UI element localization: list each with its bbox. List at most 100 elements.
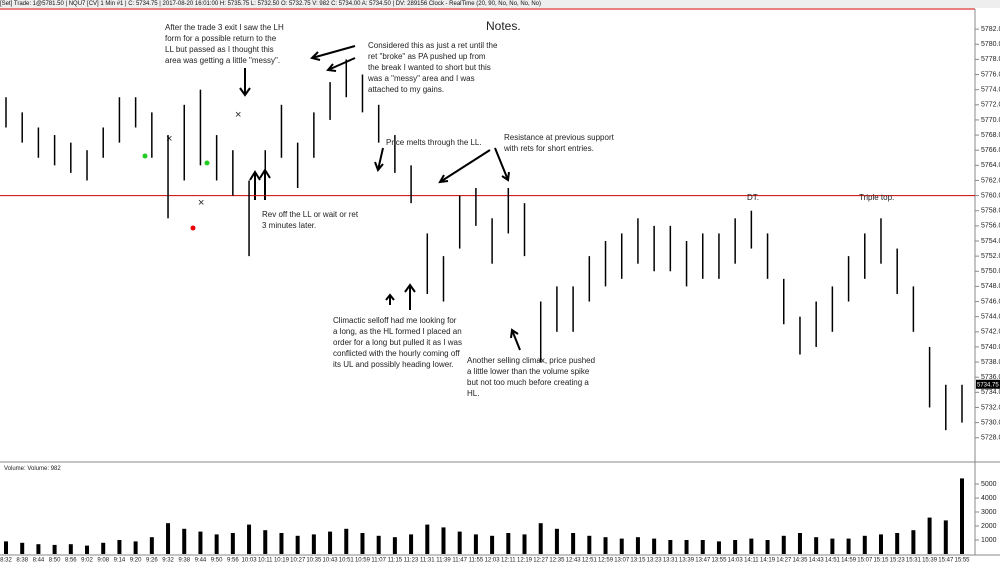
y-tick-label: 5760.00 (981, 192, 1000, 199)
x-tick-label: 14:35 (792, 558, 808, 564)
x-tick-label: 9:50 (211, 558, 223, 564)
x-tick-label: 14:11 (744, 558, 759, 564)
x-tick-label: 10:03 (242, 558, 258, 564)
x-tick-label: 10:59 (355, 558, 371, 564)
volume-bar (490, 535, 495, 554)
x-tick-label: 8:50 (49, 558, 61, 564)
annotation: Climactic selloff had me looking for a l… (333, 316, 462, 369)
volume-bar (279, 533, 284, 554)
x-marker: × (235, 109, 241, 121)
x-tick-label: 11:47 (452, 558, 467, 564)
volume-bar (344, 528, 349, 554)
x-tick-label: 10:35 (306, 558, 322, 564)
x-tick-label: 15:31 (906, 558, 922, 564)
x-tick-label: 13:55 (711, 558, 727, 564)
chart-title: Notes. (486, 19, 521, 33)
entry-dot (142, 153, 148, 159)
annotation: DT. (747, 193, 759, 202)
volume-bar (733, 540, 738, 554)
y-tick-label: 5734.00 (981, 389, 1000, 396)
x-marker: × (198, 197, 204, 209)
y-tick-label: 5748.00 (981, 283, 1000, 290)
x-tick-label: 11:31 (420, 558, 435, 564)
volume-bar (328, 531, 333, 554)
y-tick-label: 5000 (981, 481, 997, 488)
x-tick-label: 14:03 (728, 558, 744, 564)
x-tick-label: 10:11 (258, 558, 273, 564)
y-tick-label: 5774.00 (981, 87, 1000, 94)
volume-bar (425, 524, 430, 554)
y-tick-label: 5746.00 (981, 298, 1000, 305)
x-tick-label: 9:44 (195, 558, 207, 564)
volume-bar (182, 528, 187, 554)
volume-bar (878, 534, 883, 554)
x-tick-label: 10:27 (290, 558, 306, 564)
y-tick-label: 5778.00 (981, 56, 1000, 63)
x-tick-label: 15:39 (922, 558, 938, 564)
y-tick-label: 5756.00 (981, 223, 1000, 230)
x-tick-label: 13:23 (647, 558, 663, 564)
volume-bar (846, 538, 851, 554)
volume-bar (652, 538, 657, 554)
x-tick-label: 13:15 (630, 558, 646, 564)
volume-bar (603, 537, 608, 554)
volume-bar (765, 540, 770, 554)
y-tick-label: 5742.00 (981, 329, 1000, 336)
x-tick-label: 15:23 (890, 558, 906, 564)
volume-bar (619, 538, 624, 554)
y-tick-label: 5768.00 (981, 132, 1000, 139)
x-tick-label: 12:43 (566, 558, 582, 564)
annotation: Resistance at previous support with rets… (504, 133, 614, 153)
volume-bar (830, 538, 835, 554)
x-tick-label: 9:02 (81, 558, 93, 564)
x-tick-label: 14:27 (776, 558, 792, 564)
x-tick-label: 15:47 (938, 558, 954, 564)
y-tick-label: 5732.00 (981, 404, 1000, 411)
volume-bar (781, 535, 786, 554)
volume-bar (392, 537, 397, 554)
volume-label: Volume: Volume: 982 (4, 466, 61, 472)
volume-bar (20, 542, 25, 554)
volume-bar (700, 540, 705, 554)
annotation: Another selling climax, price pushed a l… (467, 356, 596, 398)
x-tick-label: 11:07 (371, 558, 386, 564)
x-tick-label: 12:59 (598, 558, 614, 564)
annotation: After the trade 3 exit I saw the LH form… (165, 23, 284, 65)
volume-bar (554, 528, 559, 554)
volume-bar (457, 531, 462, 554)
x-tick-label: 8:32 (0, 558, 12, 564)
x-tick-label: 8:56 (65, 558, 77, 564)
volume-bar (797, 533, 802, 554)
volume-bar (960, 478, 964, 554)
y-tick-label: 5738.00 (981, 359, 1000, 366)
volume-bar (571, 533, 576, 554)
x-tick-label: 12:03 (485, 558, 501, 564)
volume-bar (668, 540, 673, 554)
volume-bar (295, 535, 300, 554)
markers: × × × (142, 109, 241, 231)
header: [Set] Trade: 1@5781.50 | NQU7 [CV] 1 Min… (0, 0, 1000, 8)
x-tick-label: 15:15 (873, 558, 889, 564)
volume-bar (522, 534, 527, 554)
y-tick-label: 2000 (981, 523, 997, 530)
x-tick-label: 9:38 (178, 558, 190, 564)
y-tick-label: 5770.00 (981, 117, 1000, 124)
y-tick-label: 5730.00 (981, 419, 1000, 426)
x-tick-label: 9:08 (97, 558, 109, 564)
y-tick-label: 5744.00 (981, 314, 1000, 321)
x-tick-label: 13:47 (695, 558, 711, 564)
x-tick-label: 13:07 (614, 558, 630, 564)
volume-bar (587, 535, 592, 554)
x-tick-label: 13:31 (663, 558, 679, 564)
annotation: Considered this as just a ret until the … (368, 41, 498, 94)
volume-bar (166, 523, 171, 554)
volume-bar (927, 517, 932, 554)
x-tick-label: 14:19 (760, 558, 776, 564)
volume-bar (943, 520, 948, 554)
y-tick-label: 5758.00 (981, 208, 1000, 215)
y-tick-label: 5752.00 (981, 253, 1000, 260)
volume-bar (214, 534, 219, 554)
volume-bar (441, 527, 446, 554)
